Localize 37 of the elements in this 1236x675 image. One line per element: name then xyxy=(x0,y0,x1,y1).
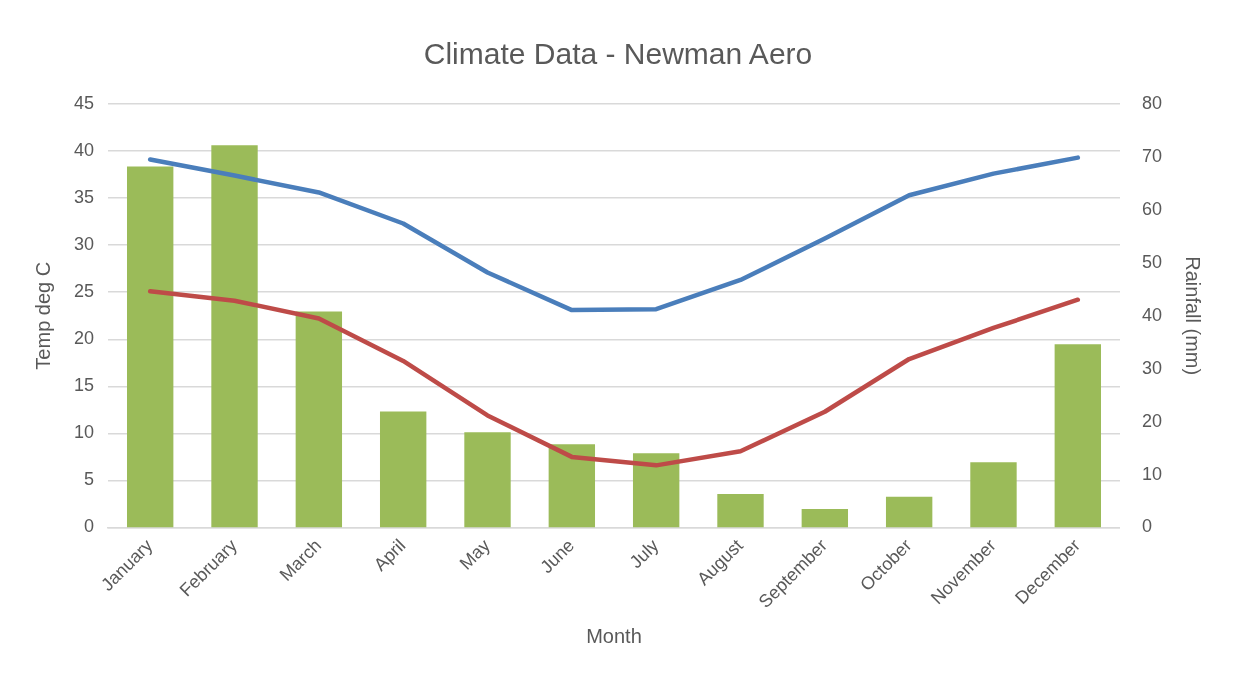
y2-tick-label: 20 xyxy=(1141,410,1163,431)
y2-axis-title: Rainfall (mm) xyxy=(1182,256,1205,376)
y-tick-label: 10 xyxy=(73,422,95,443)
bar xyxy=(1054,344,1101,528)
bar xyxy=(379,411,427,528)
bar xyxy=(295,311,343,528)
y2-tick-label: 70 xyxy=(1141,145,1163,166)
chart-title: Climate Data - Newman Aero xyxy=(423,37,813,71)
bar xyxy=(211,145,258,528)
y2-tick-label: 50 xyxy=(1141,251,1163,272)
bar xyxy=(464,432,511,528)
bar xyxy=(970,462,1017,528)
y-tick-label: 40 xyxy=(73,140,95,161)
y-axis-title: Temp deg C xyxy=(31,261,54,370)
y-tick-label: 45 xyxy=(73,92,95,113)
y2-tick-label: 60 xyxy=(1141,198,1163,219)
x-tick-label: May xyxy=(455,535,494,574)
y-tick-label: 15 xyxy=(73,375,95,396)
y2-tick-label: 30 xyxy=(1141,357,1163,378)
y2-tick-label: 0 xyxy=(1141,516,1152,537)
y-tick-label: 20 xyxy=(73,328,95,349)
y2-tick-label: 80 xyxy=(1141,92,1163,113)
bar xyxy=(548,444,596,528)
bar xyxy=(801,508,849,528)
y-tick-label: 25 xyxy=(73,281,95,302)
y-tick-label: 0 xyxy=(84,516,95,537)
bar xyxy=(127,166,174,528)
bar xyxy=(885,496,933,528)
y2-tick-label: 40 xyxy=(1141,304,1163,325)
y-tick-label: 30 xyxy=(73,234,95,255)
x-tick-label: July xyxy=(625,535,663,573)
y2-tick-label: 10 xyxy=(1141,463,1163,484)
bar xyxy=(717,494,764,528)
y-tick-label: 35 xyxy=(73,187,95,208)
x-axis-title: Month xyxy=(586,624,642,647)
y-tick-label: 5 xyxy=(84,469,95,490)
bar xyxy=(632,453,680,528)
